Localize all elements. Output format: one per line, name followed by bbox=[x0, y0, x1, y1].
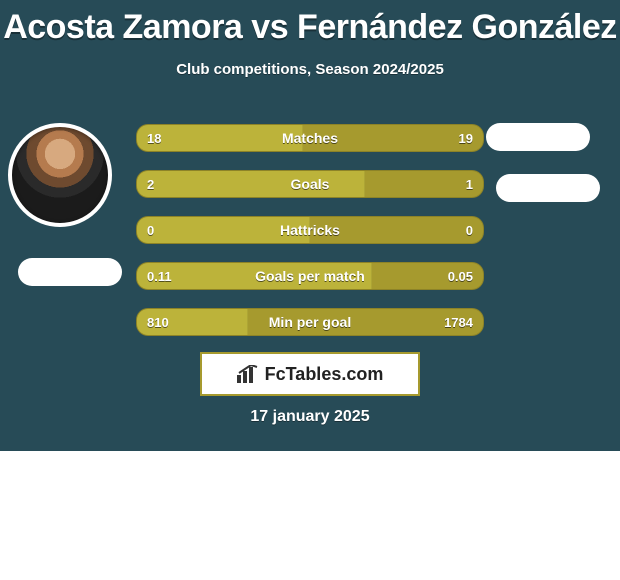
stat-label: Goals per match bbox=[137, 262, 483, 290]
brand-box[interactable]: FcTables.com bbox=[200, 352, 420, 396]
stats-container: 18 Matches 19 2 Goals 1 0 Hattricks 0 0.… bbox=[136, 124, 484, 354]
stat-row-goals: 2 Goals 1 bbox=[136, 170, 484, 198]
stat-row-gpm: 0.11 Goals per match 0.05 bbox=[136, 262, 484, 290]
player-right-avatar-placeholder bbox=[486, 123, 590, 151]
player-right-flag bbox=[496, 174, 600, 202]
stat-value-right: 1784 bbox=[444, 309, 473, 336]
stat-value-right: 0.05 bbox=[448, 263, 473, 290]
brand-label: FcTables.com bbox=[265, 364, 384, 385]
player-left-flag bbox=[18, 258, 122, 286]
stat-row-hattricks: 0 Hattricks 0 bbox=[136, 216, 484, 244]
stat-label: Goals bbox=[137, 170, 483, 198]
bar-chart-icon bbox=[237, 365, 259, 383]
page-title: Acosta Zamora vs Fernández González bbox=[0, 0, 620, 47]
stat-label: Hattricks bbox=[137, 216, 483, 244]
stat-value-right: 1 bbox=[466, 171, 473, 198]
stat-label: Min per goal bbox=[137, 308, 483, 336]
subtitle: Club competitions, Season 2024/2025 bbox=[0, 61, 620, 78]
date-label: 17 january 2025 bbox=[0, 408, 620, 426]
stat-row-mpg: 810 Min per goal 1784 bbox=[136, 308, 484, 336]
stat-value-right: 19 bbox=[459, 125, 473, 152]
stat-row-matches: 18 Matches 19 bbox=[136, 124, 484, 152]
stat-value-right: 0 bbox=[466, 217, 473, 244]
stat-label: Matches bbox=[137, 124, 483, 152]
comparison-card: Acosta Zamora vs Fernández González Club… bbox=[0, 0, 620, 451]
blank-area bbox=[0, 451, 620, 580]
player-left-avatar bbox=[8, 123, 112, 227]
